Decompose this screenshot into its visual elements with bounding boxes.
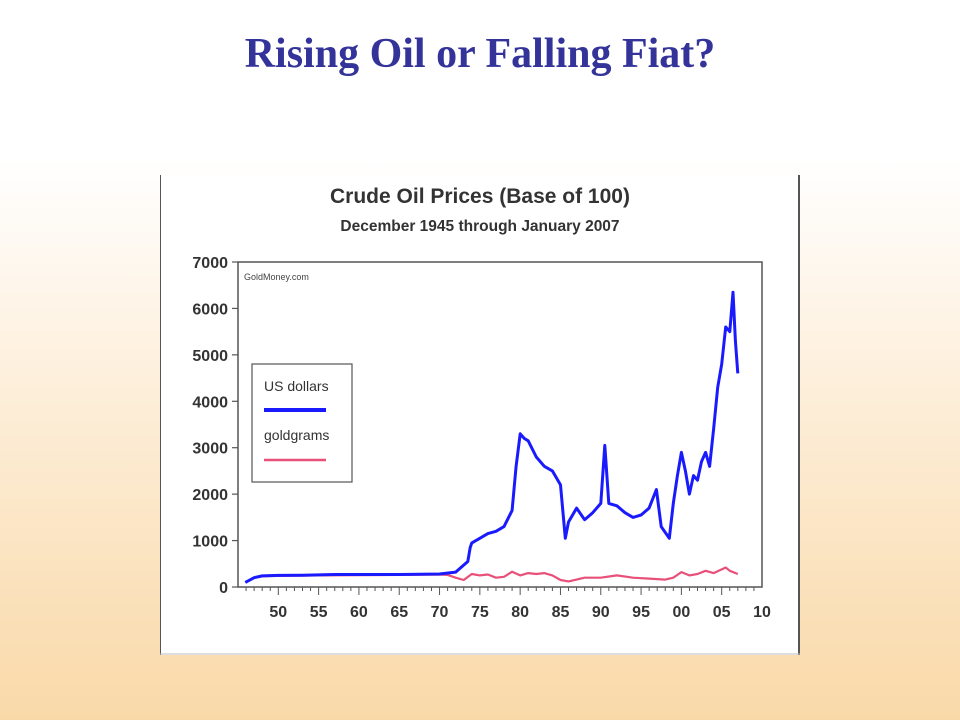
x-tick-label: 85 <box>552 604 570 621</box>
slide-title: Rising Oil or Falling Fiat? <box>244 31 716 77</box>
x-tick-label: 70 <box>431 604 449 621</box>
chart-title: Crude Oil Prices (Base of 100) <box>330 185 630 208</box>
y-tick-label: 4000 <box>192 394 228 411</box>
x-tick-label: 65 <box>390 604 408 621</box>
y-tick-label: 3000 <box>192 441 228 458</box>
x-tick-label: 75 <box>471 604 489 621</box>
series-line-us-dollars <box>244 290 740 584</box>
y-axis: 0 1000 2000 3000 4000 5000 6000 7000 <box>192 255 238 597</box>
x-tick-label: 95 <box>632 604 650 621</box>
x-tick-label: 10 <box>753 604 771 621</box>
x-tick-label: 55 <box>310 604 328 621</box>
y-tick-label: 2000 <box>192 487 228 504</box>
source-note: GoldMoney.com <box>244 272 309 282</box>
y-tick-label: 7000 <box>192 255 228 272</box>
x-tick-label: 50 <box>269 604 287 621</box>
x-tick-label: 60 <box>350 604 368 621</box>
legend: US dollars goldgrams <box>251 363 353 483</box>
x-tick-label: 80 <box>511 604 529 621</box>
chart-frame: Crude Oil Prices (Base of 100) December … <box>160 175 800 655</box>
legend-box <box>251 363 353 483</box>
y-tick-label: 5000 <box>192 348 228 365</box>
y-tick-label: 1000 <box>192 534 228 551</box>
x-axis: 50 55 60 65 70 75 80 85 90 95 00 05 10 <box>245 587 771 621</box>
x-tick-label: 00 <box>672 604 690 621</box>
x-tick-label: 90 <box>592 604 610 621</box>
chart-subtitle: December 1945 through January 2007 <box>340 218 619 235</box>
chart-svg: Crude Oil Prices (Base of 100) December … <box>160 175 800 655</box>
legend-label-us-dollars: US dollars <box>264 378 329 394</box>
x-tick-label: 05 <box>713 604 731 621</box>
y-tick-label: 6000 <box>192 301 228 318</box>
series-lines <box>244 290 740 584</box>
y-tick-label: 0 <box>219 580 228 597</box>
legend-label-goldgrams: goldgrams <box>264 427 329 443</box>
